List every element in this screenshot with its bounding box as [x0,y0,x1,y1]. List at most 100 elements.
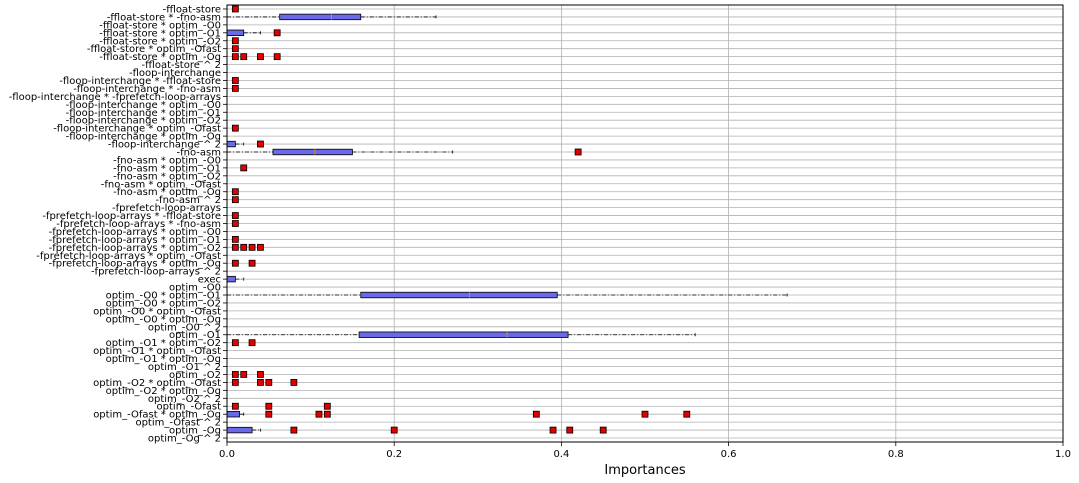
outlier-point [273,29,281,37]
y-tick-label: -fprefetch-loop-arrays * optim_-O0 [49,227,221,238]
y-tick-label: optim_-O0 * optim_-Ofast [93,306,221,317]
y-tick-label: -fno-asm * optim_-Og [113,187,221,198]
y-tick-label: optim_-Og [169,426,221,437]
outlier-point [231,220,239,227]
y-tick-label: -fno-asm * optim_-O0 [113,155,221,166]
outlier-point [231,188,239,196]
outlier-point [240,371,248,378]
y-tick-label: optim_-O2 * optim_-Ofast [93,378,221,389]
outlier-point [231,77,239,84]
outlier-point [231,124,239,132]
outlier-point [257,379,264,386]
y-tick-label: -floop-interchange * -fprefetch-loop-arr… [9,92,221,103]
outlier-point [683,410,691,418]
box [226,140,236,148]
boxes [226,13,788,434]
outlier-point [231,37,239,45]
outlier-point [257,140,264,148]
outlier-point [231,339,239,347]
y-tick-label: optim_-O1 [169,330,221,341]
outlier-point [390,426,398,434]
box [226,29,245,36]
outlier-point [231,5,239,13]
y-tick-label: -fno-asm * optim_-Ofast [101,179,221,190]
y-tick-label: -floop-interchange * optim_-O2 [66,116,221,127]
outlier-point [231,259,239,267]
outlier-point [231,379,239,386]
y-tick-label: optim_-Og ^ 2 [148,434,221,445]
y-tick-labels: -ffloat-store-ffloat-store * -fno-asm-ff… [9,4,227,445]
y-tick-label: optim_-O1 ^ 2 [148,362,221,373]
outlier-point [248,339,256,347]
box [272,148,353,156]
outlier-point [315,410,323,418]
outlier-point [248,243,256,251]
x-tick-label: 0.6 [721,449,737,460]
outlier-point [549,426,557,434]
y-tick-label: optim_-O0 [169,283,221,294]
y-tick-label: -ffloat-store [163,4,221,15]
outlier-point [323,402,331,410]
outlier-point [265,379,273,386]
y-tick-label: optim_-Ofast * optim_-Og [93,410,221,421]
grid [226,5,1064,442]
y-tick-label: -ffloat-store ^ 2 [142,60,221,71]
y-tick-label: -ffloat-store * optim_-Og [99,52,221,63]
x-tick-labels: 0.0 0.2 0.4 0.6 0.8 1.0 [219,442,1071,460]
y-tick-label: -floop-interchange * -ffloat-store [59,76,221,87]
y-tick-label: -floop-interchange * optim_-O0 [66,100,221,111]
box [358,331,569,338]
outlier-point [231,371,239,378]
y-tick-label: -fprefetch-loop-arrays [112,203,221,214]
y-tick-label: -fprefetch-loop-arrays * optim_-O1 [49,235,221,246]
y-tick-label: exec [198,275,221,286]
outlier-point [265,410,273,418]
y-tick-label: -floop-interchange * -fno-asm [73,84,221,95]
y-tick-label: -fprefetch-loop-arrays * -ffloat-store [42,211,221,222]
y-tick-label: optim_-O0 ^ 2 [148,322,221,333]
y-tick-label: -fprefetch-loop-arrays * -fno-asm [56,219,221,230]
outlier-point [231,243,239,251]
y-tick-label: -ffloat-store * optim_-O1 [99,28,221,39]
y-tick-label: -fprefetch-loop-arrays * optim_-Og [49,259,221,270]
y-tick-label: -fprefetch-loop-arrays * optim_-Ofast [36,251,221,262]
y-tick-label: -floop-interchange [129,68,221,79]
y-tick-label: -floop-interchange * optim_-O1 [66,108,221,119]
y-tick-label: optim_-O0 * optim_-O1 [106,291,221,302]
box [226,411,240,418]
outlier-point [231,212,239,219]
y-tick-label: optim_-Ofast ^ 2 [135,418,221,429]
y-tick-label: optim_-O2 [169,370,221,381]
outlier-point [240,53,248,61]
y-tick-label: optim_-O1 * optim_-Ofast [93,346,221,357]
outlier-point [231,235,239,243]
x-tick-label: 1.0 [1055,449,1071,460]
outlier-point [257,53,264,61]
y-tick-label: -fprefetch-loop-arrays ^ 2 [91,267,221,278]
outlier-point [566,426,574,434]
y-tick-label: -floop-interchange ^ 2 [108,140,221,151]
y-tick-label: -fno-asm * optim_-O2 [113,171,221,182]
outlier-point [641,410,649,418]
outlier-point [231,196,239,204]
outlier-point [257,243,264,251]
y-tick-label: optim_-O1 * optim_-Og [106,354,221,365]
outliers [231,5,691,434]
outlier-point [599,426,607,434]
outlier-point [265,402,273,410]
outlier-point [257,371,264,378]
y-tick-label: -fprefetch-loop-arrays * optim_-O2 [49,243,221,254]
x-axis-title: Importances [604,463,685,478]
y-tick-label: -fno-asm * optim_-O1 [113,163,221,174]
y-tick-label: -ffloat-store * -fno-asm [107,12,221,23]
y-tick-label: optim_-O0 * optim_-Og [106,314,221,325]
x-tick-label: 0.4 [553,449,569,460]
x-tick-label: 0.2 [386,449,402,460]
box [226,275,236,283]
outlier-point [532,410,540,418]
x-tick-label: 0.0 [219,449,235,460]
y-tick-label: -ffloat-store * optim_-O0 [99,20,221,31]
y-tick-label: optim_-O2 ^ 2 [148,394,221,405]
x-tick-label: 0.8 [888,449,904,460]
